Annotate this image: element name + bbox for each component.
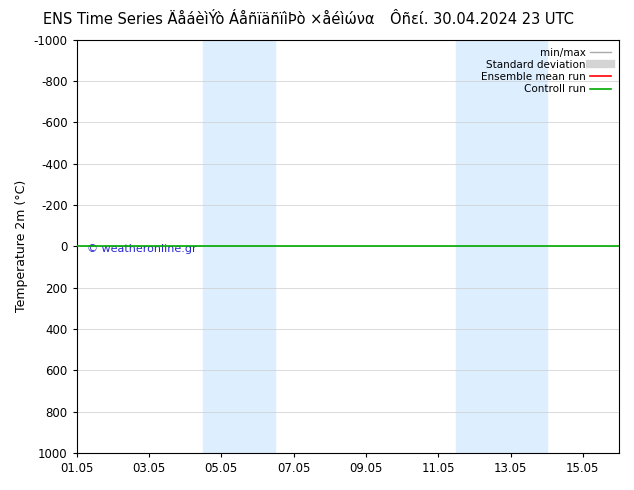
Text: ENS Time Series ÄåáèìÝò ÁåñïäñïìÞò ×åéìώνα: ENS Time Series ÄåáèìÝò ÁåñïäñïìÞò ×åéìώ… [43, 12, 375, 27]
Text: © weatheronline.gr: © weatheronline.gr [87, 244, 197, 254]
Bar [203, 40, 275, 453]
Y-axis label: Temperature 2m (°C): Temperature 2m (°C) [15, 180, 28, 313]
Bar [456, 40, 547, 453]
Text: Ôñεί. 30.04.2024 23 UTC: Ôñεί. 30.04.2024 23 UTC [390, 12, 574, 27]
Legend: min/max, Standard deviation, Ensemble mean run, Controll run: min/max, Standard deviation, Ensemble me… [478, 45, 614, 98]
